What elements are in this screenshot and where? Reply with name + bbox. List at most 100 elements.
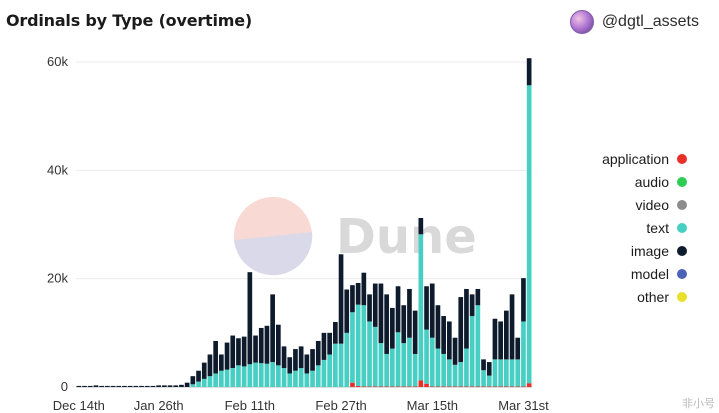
bar-segment-image[interactable]	[133, 385, 139, 387]
bar-segment-text[interactable]	[310, 370, 315, 387]
bar-segment-application[interactable]	[464, 386, 469, 388]
bar-segment-text[interactable]	[407, 337, 412, 387]
bar-segment-text[interactable]	[475, 305, 481, 387]
bar-segment-application[interactable]	[447, 386, 452, 388]
bar-segment-image[interactable]	[344, 289, 350, 333]
bar-segment-image[interactable]	[156, 385, 161, 388]
bar-segment-application[interactable]	[492, 386, 498, 388]
bar-segment-image[interactable]	[350, 285, 355, 313]
bar-segment-application[interactable]	[407, 386, 412, 388]
bar-segment-image[interactable]	[219, 354, 224, 371]
bar-segment-image[interactable]	[276, 324, 281, 366]
bar-segment-text[interactable]	[201, 378, 207, 388]
bar-segment-image[interactable]	[361, 272, 367, 306]
bar-segment-image[interactable]	[469, 294, 475, 317]
bar-segment-image[interactable]	[224, 342, 230, 370]
bar-segment-image[interactable]	[412, 310, 418, 354]
bar-segment-text[interactable]	[236, 365, 241, 387]
bar-segment-image[interactable]	[116, 385, 122, 387]
bar-segment-application[interactable]	[452, 386, 458, 388]
bar-segment-image[interactable]	[418, 218, 424, 235]
bar-segment-text[interactable]	[241, 366, 247, 387]
bar-segment-image[interactable]	[287, 357, 293, 374]
bar-segment-image[interactable]	[424, 286, 429, 330]
bar-segment-application[interactable]	[504, 386, 509, 388]
bar-segment-image[interactable]	[429, 283, 435, 338]
bar-segment-image[interactable]	[458, 297, 464, 363]
bar-segment-text[interactable]	[429, 337, 435, 387]
bar-segment-image[interactable]	[390, 307, 395, 349]
bar-segment-image[interactable]	[333, 322, 338, 344]
bar-segment-image[interactable]	[150, 385, 156, 387]
bar-segment-image[interactable]	[247, 272, 253, 365]
bar-segment-image[interactable]	[99, 385, 104, 387]
bar-segment-image[interactable]	[105, 385, 110, 387]
bar-segment-text[interactable]	[395, 332, 401, 387]
bar-segment-text[interactable]	[298, 368, 304, 387]
bar-segment-image[interactable]	[82, 385, 87, 387]
bar-segment-image[interactable]	[464, 288, 469, 349]
bar-segment-image[interactable]	[509, 294, 515, 360]
bar-segment-image[interactable]	[475, 288, 481, 306]
bar-segment-image[interactable]	[236, 338, 241, 366]
bar-segment-text[interactable]	[447, 359, 452, 387]
bar-segment-text[interactable]	[378, 343, 384, 387]
bar-segment-application[interactable]	[458, 386, 464, 388]
bar-segment-image[interactable]	[498, 321, 503, 360]
bar-segment-application[interactable]	[498, 386, 503, 388]
bar-segment-text[interactable]	[327, 354, 332, 388]
bar-segment-application[interactable]	[418, 380, 424, 388]
bar-segment-text[interactable]	[441, 353, 446, 387]
bar-segment-image[interactable]	[315, 340, 321, 366]
bar-segment-image[interactable]	[253, 335, 258, 363]
bar-segment-image[interactable]	[327, 332, 332, 355]
bar-segment-text[interactable]	[276, 365, 281, 387]
bar-segment-image[interactable]	[184, 382, 190, 387]
bar-segment-image[interactable]	[395, 286, 401, 333]
bar-segment-text[interactable]	[196, 381, 201, 387]
bar-segment-application[interactable]	[441, 386, 446, 388]
bar-segment-application[interactable]	[475, 386, 481, 388]
bar-segment-text[interactable]	[486, 375, 492, 387]
bar-segment-text[interactable]	[281, 368, 287, 387]
bar-segment-image[interactable]	[293, 349, 298, 371]
bar-segment-image[interactable]	[207, 354, 213, 377]
legend-item-model[interactable]: model	[602, 262, 687, 285]
author-link[interactable]: @dgtl_assets	[569, 10, 699, 34]
bar-segment-text[interactable]	[498, 359, 503, 387]
bar-segment-text[interactable]	[293, 370, 298, 387]
bar-segment-text[interactable]	[304, 373, 310, 387]
legend-item-audio[interactable]: audio	[602, 170, 687, 193]
bar-segment-image[interactable]	[76, 385, 82, 387]
bar-segment-text[interactable]	[481, 370, 486, 387]
bar-segment-image[interactable]	[264, 325, 270, 364]
bar-segment-application[interactable]	[481, 386, 486, 388]
bar-segment-image[interactable]	[384, 294, 389, 354]
bar-segment-image[interactable]	[162, 385, 167, 388]
bar-segment-text[interactable]	[315, 365, 321, 387]
bar-segment-application[interactable]	[372, 386, 378, 388]
bar-segment-text[interactable]	[509, 359, 515, 387]
bar-segment-text[interactable]	[207, 376, 213, 387]
bar-segment-image[interactable]	[270, 294, 275, 363]
legend-item-application[interactable]: application	[602, 147, 687, 170]
bar-segment-text[interactable]	[321, 359, 327, 387]
bar-segment-image[interactable]	[486, 362, 492, 376]
bar-segment-image[interactable]	[298, 346, 304, 369]
bar-segment-image[interactable]	[435, 305, 441, 349]
bar-segment-application[interactable]	[355, 385, 361, 387]
bar-segment-text[interactable]	[372, 326, 378, 387]
bar-segment-image[interactable]	[447, 321, 452, 360]
bar-segment-image[interactable]	[127, 385, 133, 387]
bar-segment-text[interactable]	[526, 85, 532, 384]
bar-segment-text[interactable]	[344, 332, 350, 387]
bar-segment-image[interactable]	[526, 58, 532, 86]
bar-segment-image[interactable]	[196, 370, 201, 382]
bar-segment-image[interactable]	[213, 340, 218, 374]
bar-segment-image[interactable]	[190, 376, 196, 385]
bar-segment-image[interactable]	[407, 288, 412, 338]
bar-segment-text[interactable]	[338, 343, 344, 387]
bar-segment-text[interactable]	[333, 343, 338, 387]
bar-segment-text[interactable]	[247, 364, 253, 387]
legend-item-other[interactable]: other	[602, 285, 687, 308]
